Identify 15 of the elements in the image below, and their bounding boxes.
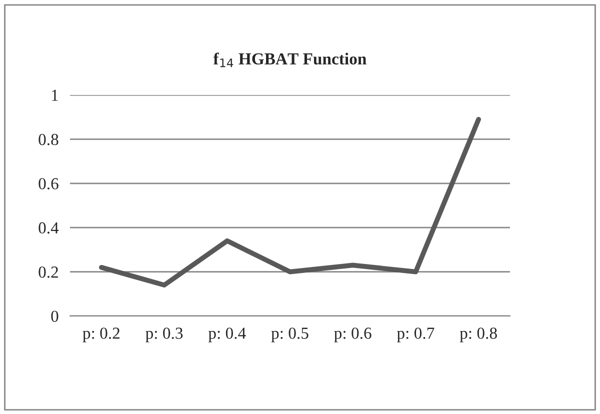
y-tick-label: 0.6 [38,178,58,190]
y-tick-label: 1 [52,90,58,101]
chart-title: f$_{14}$ HGBAT Function [213,52,366,68]
y-tick-label: 0 [51,310,58,322]
line-series [99,116,481,288]
y-tick-label: 0.8 [38,134,58,146]
x-tick-label: p: 0.8 [460,328,497,342]
y-tick-label: 0.4 [38,222,59,234]
x-tick-label: p: 0.6 [334,328,372,342]
y-tick-label: 0.2 [38,266,58,278]
x-tick-label: p: 0.2 [82,328,120,342]
x-tick-label: p: 0.3 [146,328,183,342]
x-tick-label: p: 0.4 [208,328,246,342]
x-tick-label: p: 0.5 [271,328,308,342]
x-tick-label: p: 0.7 [397,328,434,342]
